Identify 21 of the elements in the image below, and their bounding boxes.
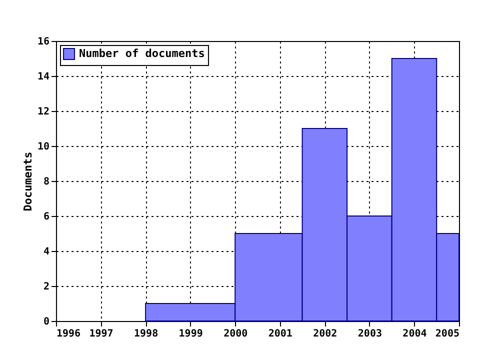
- x-tick-label: 1999: [178, 328, 203, 340]
- x-tick-label: 1998: [134, 328, 158, 340]
- y-tick-label: 2: [43, 282, 50, 292]
- y-tick-label: 0: [43, 316, 50, 328]
- y-axis-title: Documents: [21, 152, 34, 212]
- x-tick-label: 2004: [402, 328, 427, 340]
- x-tick-label: 2002: [313, 328, 338, 340]
- y-tick-label: 16: [37, 36, 50, 48]
- legend-label: Number of documents: [79, 47, 205, 60]
- y-tick-label: 14: [37, 72, 50, 82]
- y-tick-label: 10: [37, 142, 50, 152]
- y-tick-label: 12: [37, 106, 50, 118]
- y-tick-label: 8: [43, 176, 50, 188]
- x-tick-label: 1996: [56, 328, 81, 340]
- x-tick-label: 2000: [224, 328, 248, 340]
- y-tick-label: 4: [43, 246, 50, 258]
- x-tick-label: 2003: [358, 328, 382, 340]
- y-tick-label: 6: [43, 212, 50, 222]
- x-tick-label: 2001: [268, 328, 292, 340]
- x-tick-label: 2005: [435, 328, 460, 340]
- x-tick-label: 1997: [89, 328, 114, 340]
